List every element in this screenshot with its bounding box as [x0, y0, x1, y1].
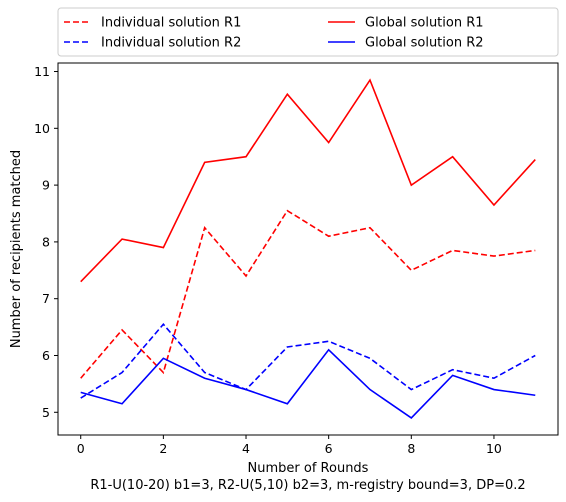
legend-item-global-solution-r1: Global solution R1 — [328, 16, 484, 31]
legend-item-individual-solution-r2: Individual solution R2 — [64, 36, 241, 51]
y-tick-label: 6 — [42, 348, 50, 363]
y-tick-label: 5 — [42, 405, 50, 420]
x-tick-label: 6 — [325, 441, 333, 456]
x-tick-label: 4 — [242, 441, 250, 456]
y-tick-label: 9 — [42, 178, 50, 193]
series-lines — [80, 78, 536, 420]
legend-label: Individual solution R2 — [101, 36, 241, 51]
y-axis: 5 6 7 8 9 10 11 — [34, 64, 58, 420]
series-line-individual-solution-r2 — [80, 323, 536, 399]
x-tick-label: 2 — [159, 441, 167, 456]
y-tick-label: 7 — [42, 291, 50, 306]
x-tick-label: 10 — [486, 441, 502, 456]
plot-area — [57, 62, 559, 436]
x-axis: 0 2 4 6 8 10 — [77, 435, 502, 456]
legend-item-global-solution-r2: Global solution R2 — [328, 36, 484, 51]
y-tick-label: 11 — [34, 64, 50, 79]
x-axis-label: Number of Rounds — [248, 461, 369, 476]
legend-label: Global solution R2 — [365, 36, 484, 51]
series-line-global-solution-r1 — [80, 78, 536, 283]
x-axis-sublabel: R1-U(10-20) b1=3, R2-U(5,10) b2=3, m-reg… — [90, 478, 525, 493]
x-tick-label: 8 — [407, 441, 415, 456]
y-axis-label: Number of recipients matched — [9, 150, 24, 348]
y-tick-label: 8 — [42, 234, 50, 249]
legend-item-individual-solution-r1: Individual solution R1 — [64, 16, 241, 31]
legend-label: Individual solution R1 — [101, 16, 241, 31]
legend: Individual solution R1 Individual solutio… — [57, 7, 559, 57]
y-tick-label: 10 — [34, 121, 50, 136]
series-line-global-solution-r2 — [80, 348, 536, 420]
legend-label: Global solution R1 — [365, 16, 484, 31]
x-tick-label: 0 — [77, 441, 85, 456]
legend-box — [57, 7, 559, 57]
